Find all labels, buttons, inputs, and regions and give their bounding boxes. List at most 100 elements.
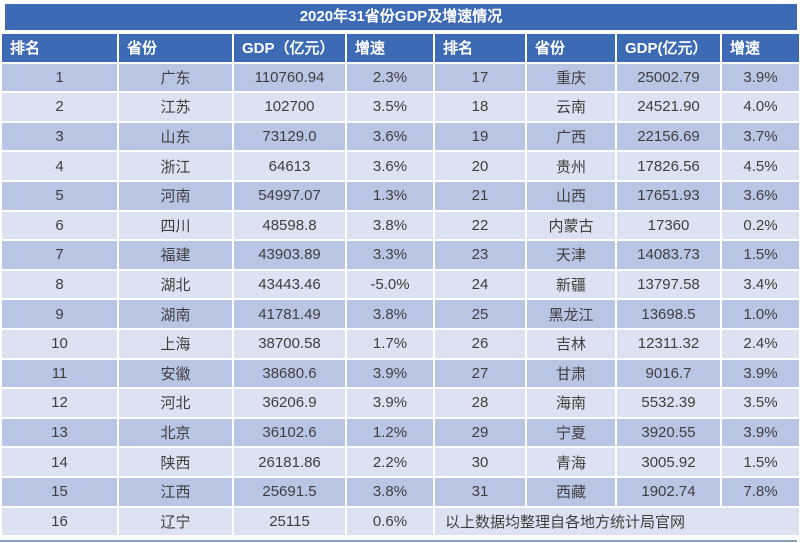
province-cell: 辽宁 [117,505,234,538]
province-cell: 湖南 [117,298,234,330]
rank-cell: 29 [433,416,527,449]
table-row: 11 安徽 38680.6 3.9% 27 甘肃 9016.7 3.9% [0,357,800,390]
growth-cell: 3.8% [345,475,435,508]
rank-cell: 17 [433,61,527,94]
rank-cell: 8 [0,268,119,301]
gdp-cell: 36102.6 [232,416,347,449]
province-cell: 广西 [525,120,617,153]
province-cell: 北京 [117,416,234,449]
table-row: 2 江苏 102700 3.5% 18 云南 24521.90 4.0% [0,91,800,123]
gdp-cell: 25002.79 [615,61,722,94]
table-row: 3 山东 73129.0 3.6% 19 广西 22156.69 3.7% [0,120,800,153]
gdp-cell: 48598.8 [232,209,347,242]
gdp-cell: 22156.69 [615,120,722,153]
growth-cell: 2.2% [345,446,435,478]
rank-cell: 23 [433,239,527,271]
growth-cell: 7.8% [720,475,800,508]
province-cell: 宁夏 [525,416,617,449]
gdp-cell: 1902.74 [615,475,722,508]
gdp-cell: 12311.32 [615,327,722,360]
gdp-cell: 17651.93 [615,179,722,212]
province-cell: 安徽 [117,357,234,390]
province-cell: 上海 [117,327,234,360]
growth-cell: 3.6% [720,179,800,212]
table-bottom-border [0,540,797,543]
province-cell: 山东 [117,120,234,153]
province-cell: 陕西 [117,446,234,478]
rank-cell: 9 [0,298,119,330]
growth-cell: 3.9% [720,61,800,94]
growth-cell: -5.0% [345,268,435,301]
column-header-province-left: 省份 [117,32,234,64]
province-cell: 海南 [525,387,617,419]
column-header-rank-left: 排名 [0,32,119,64]
column-header-growth-right: 增速 [720,32,800,64]
growth-cell: 0.2% [720,209,800,242]
gdp-cell: 3005.92 [615,446,722,478]
rank-cell: 30 [433,446,527,478]
rank-cell: 3 [0,120,119,153]
province-cell: 云南 [525,91,617,123]
growth-cell: 3.4% [720,268,800,301]
rank-cell: 25 [433,298,527,330]
rank-cell: 26 [433,327,527,360]
gdp-cell: 54997.07 [232,179,347,212]
table-row: 13 北京 36102.6 1.2% 29 宁夏 3920.55 3.9% [0,416,800,449]
gdp-cell: 13797.58 [615,268,722,301]
table-row: 7 福建 43903.89 3.3% 23 天津 14083.73 1.5% [0,239,800,271]
rank-cell: 28 [433,387,527,419]
rank-cell: 5 [0,179,119,212]
column-header-gdp-left: GDP（亿元） [232,32,347,64]
gdp-cell: 36206.9 [232,387,347,419]
column-header-gdp-right: GDP(亿元） [615,32,722,64]
growth-cell: 1.5% [720,446,800,478]
gdp-cell: 5532.39 [615,387,722,419]
growth-cell: 3.5% [345,91,435,123]
growth-cell: 3.5% [720,387,800,419]
gdp-cell: 24521.90 [615,91,722,123]
province-cell: 江苏 [117,91,234,123]
gdp-cell: 17826.56 [615,150,722,182]
gdp-cell: 43903.89 [232,239,347,271]
rank-cell: 11 [0,357,119,390]
growth-cell: 2.3% [345,61,435,94]
rank-cell: 12 [0,387,119,419]
table-row: 5 河南 54997.07 1.3% 21 山西 17651.93 3.6% [0,179,800,212]
gdp-table: 排名 省份 GDP（亿元） 增速 排名 省份 GDP(亿元） 增速 1 广东 110… [0,32,800,538]
rank-cell: 22 [433,209,527,242]
table-row: 10 上海 38700.58 1.7% 26 吉林 12311.32 2.4% [0,327,800,360]
table-title: 2020年31省份GDP及增速情况 [5,4,797,30]
province-cell: 浙江 [117,150,234,182]
province-cell: 江西 [117,475,234,508]
table-row: 15 江西 25691.5 3.8% 31 西藏 1902.74 7.8% [0,475,800,508]
province-cell: 内蒙古 [525,209,617,242]
rank-cell: 13 [0,416,119,449]
rank-cell: 14 [0,446,119,478]
province-cell: 天津 [525,239,617,271]
gdp-cell: 73129.0 [232,120,347,153]
growth-cell: 0.6% [345,505,435,538]
growth-cell: 3.6% [345,120,435,153]
rank-cell: 16 [0,505,119,538]
table-row: 16 辽宁 25115 0.6% 以上数据均整理自各地方统计局官网 [0,505,800,538]
gdp-cell: 14083.73 [615,239,722,271]
table-row: 1 广东 110760.94 2.3% 17 重庆 25002.79 3.9% [0,61,800,94]
table-row: 9 湖南 41781.49 3.8% 25 黑龙江 13698.5 1.0% [0,298,800,330]
growth-cell: 1.0% [720,298,800,330]
rank-cell: 20 [433,150,527,182]
header-row: 排名 省份 GDP（亿元） 增速 排名 省份 GDP(亿元） 增速 [0,32,800,64]
gdp-cell: 25115 [232,505,347,538]
growth-cell: 3.9% [345,387,435,419]
growth-cell: 3.6% [345,150,435,182]
growth-cell: 2.4% [720,327,800,360]
province-cell: 湖北 [117,268,234,301]
growth-cell: 3.8% [345,209,435,242]
province-cell: 青海 [525,446,617,478]
rank-cell: 6 [0,209,119,242]
gdp-cell: 110760.94 [232,61,347,94]
rank-cell: 15 [0,475,119,508]
growth-cell: 3.9% [720,357,800,390]
growth-cell: 3.3% [345,239,435,271]
rank-cell: 10 [0,327,119,360]
province-cell: 河南 [117,179,234,212]
